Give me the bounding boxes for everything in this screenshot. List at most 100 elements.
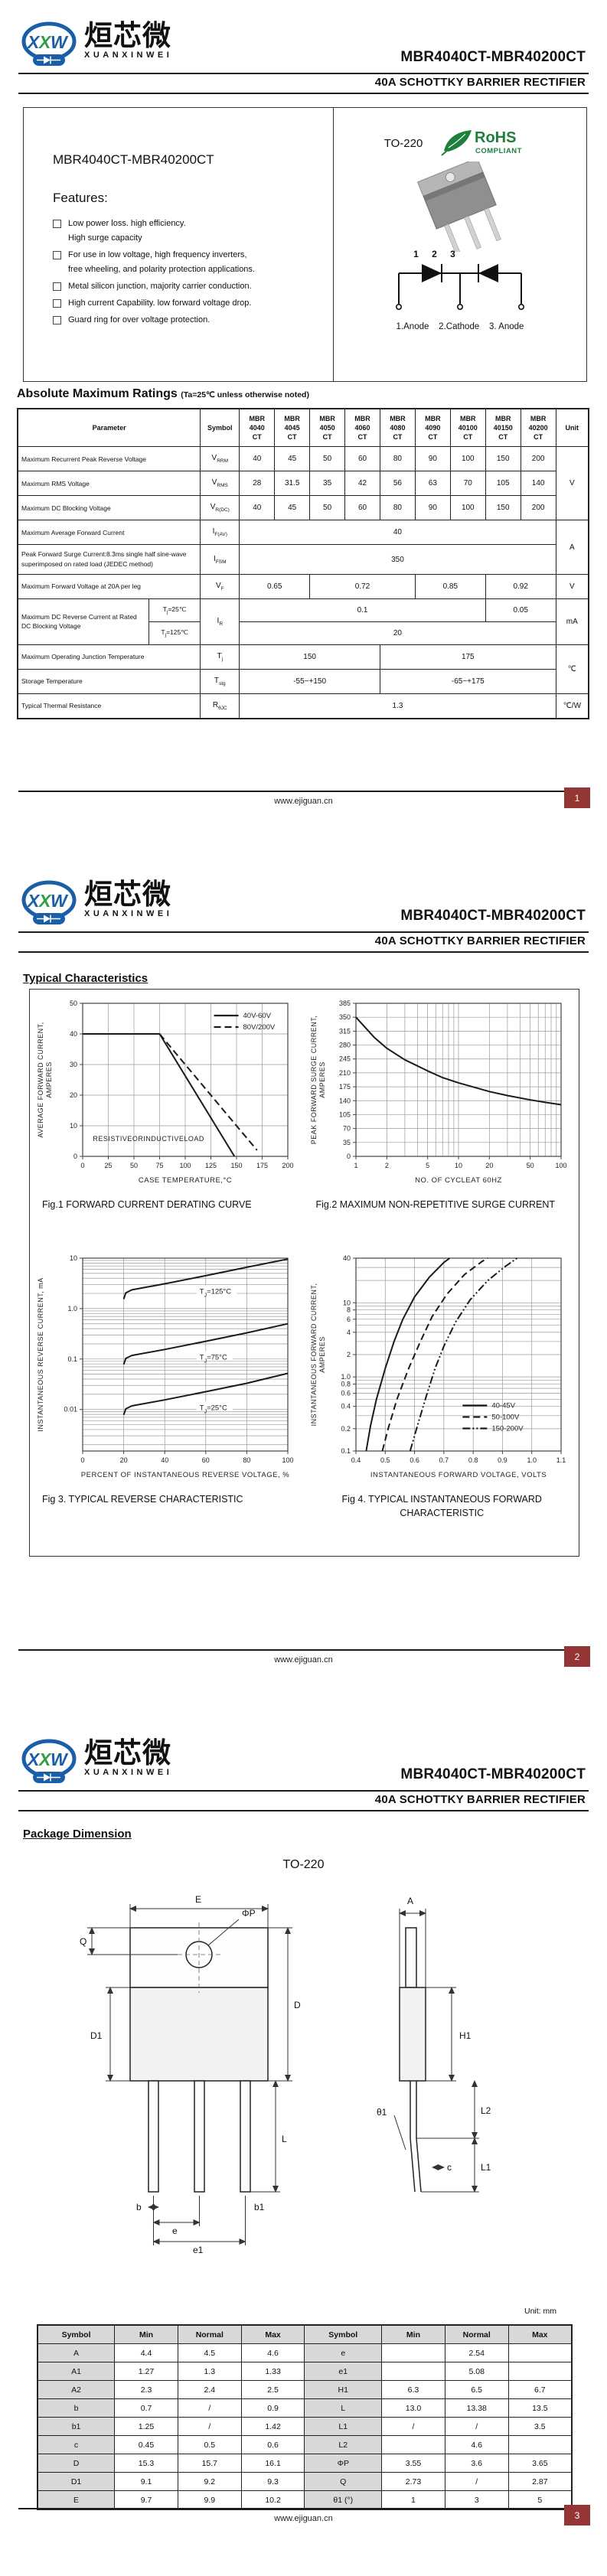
table-cell: / — [381, 2417, 445, 2436]
table-cell: Maximum DC Blocking Voltage — [17, 495, 201, 521]
svg-text:1.0: 1.0 — [67, 1305, 77, 1312]
table-cell: Maximum Average Forward Current — [17, 520, 201, 546]
svg-text:CASE TEMPERATURE,°C: CASE TEMPERATURE,°C — [139, 1176, 232, 1185]
page-3: X X W 烜芯微 XUANXINWEI MBR4040CT-MBR40200C… — [0, 1717, 607, 2576]
header-rule — [18, 1810, 589, 1811]
svg-text:INSTANTANEOUS FORWARD CURRENT,: INSTANTANEOUS FORWARD CURRENT, — [310, 1283, 318, 1427]
product-left-column: MBR4040CT-MBR40200CT Features: Low power… — [24, 108, 334, 381]
table-cell: 1.42 — [240, 2417, 305, 2436]
svg-text:20: 20 — [486, 1162, 494, 1169]
table-row: Typical Thermal Resistance RθJC 1.3 ℃/W — [17, 693, 589, 719]
table-cell — [507, 2343, 573, 2362]
table-cell: 0.9 — [240, 2398, 305, 2418]
table-cell: / — [444, 2417, 509, 2436]
svg-text:200: 200 — [282, 1162, 293, 1169]
footer-url[interactable]: www.ejiguan.cn — [274, 797, 333, 806]
svg-text:AMPERES: AMPERES — [318, 1336, 326, 1373]
svg-text:1.0: 1.0 — [527, 1456, 537, 1464]
svg-text:AMPERES: AMPERES — [45, 1061, 53, 1098]
table-cell: 10.2 — [240, 2490, 305, 2510]
table-cell: Peak Forward Surge Current:8.3ms single … — [17, 544, 201, 575]
table-cell: D1 — [37, 2472, 116, 2491]
page-1: X X W 烜芯微 XUANXINWEI MBR4040CT-MBR40200C… — [0, 0, 607, 859]
svg-text:0.6: 0.6 — [410, 1456, 420, 1464]
table-cell: Q — [304, 2472, 383, 2491]
table-row: Maximum Forward Voltage at 20A per leg VF… — [17, 573, 589, 599]
table-cell — [507, 2435, 573, 2454]
table-cell: c — [37, 2435, 116, 2454]
table-cell: 40 — [239, 495, 276, 521]
svg-text:X: X — [38, 891, 52, 911]
table-cell: / — [444, 2472, 509, 2491]
footer-rule — [18, 791, 589, 792]
table-cell: L — [304, 2398, 383, 2418]
typical-characteristics-heading: Typical Characteristics — [23, 972, 148, 985]
company-logo: X X W 烜芯微 XUANXINWEI — [20, 880, 172, 928]
table-cell: 3.5 — [507, 2417, 573, 2436]
footer-url[interactable]: www.ejiguan.cn — [274, 2514, 333, 2523]
table-cell: 3.55 — [381, 2454, 445, 2473]
table-header-cell: Symbol — [304, 2324, 383, 2344]
table-row: Maximum Operating Junction Temperature Tj… — [17, 644, 589, 694]
svg-text:40V-60V: 40V-60V — [243, 1012, 271, 1020]
product-right-column: TO-220 RoHS COMPLIANT — [334, 108, 586, 381]
table-cell: Maximum Operating Junction Temperature — [17, 644, 201, 670]
dim-label-theta1: θ1 — [377, 2107, 387, 2118]
footer-url[interactable]: www.ejiguan.cn — [274, 1655, 333, 1665]
table-cell: VR(DC) — [200, 495, 240, 521]
svg-text:W: W — [51, 891, 69, 911]
header-rule — [18, 93, 589, 94]
feature-text: High current Capability. low forward vol… — [68, 298, 252, 308]
table-cell: 0.92 — [485, 573, 556, 599]
table-row: A1 1.27 1.3 1.33 e1 5.08 — [37, 2362, 573, 2381]
table-row: b 0.7/0.9 L 13.0 13.38 13.5 — [37, 2398, 573, 2418]
table-row: c 0.45 0.5 0.6 L2 4.6 — [37, 2435, 573, 2454]
svg-text:50: 50 — [527, 1162, 534, 1169]
table-header-cell: Max — [507, 2324, 573, 2344]
table-cell: 56 — [379, 471, 416, 497]
table-header-cell: MBR 40200 CT — [520, 408, 556, 448]
fig3-reverse-chart: 0 20 40 60 80 100 0.01 0.1 1.0 10 PERCENT OF INSTA… — [37, 1254, 294, 1479]
brand-name-english: XUANXINWEI — [84, 909, 173, 918]
table-cell: 9.7 — [114, 2490, 178, 2510]
package-outline-drawing: E ΦP D D1 Q L b e e1 b1 A H1 L2 L1 c θ1 — [80, 1894, 491, 2255]
svg-text:X: X — [26, 1749, 41, 1769]
table-cell: VRMS — [200, 471, 240, 497]
charts-box: 0 25 50 75 100 125 150 175 200 0 10 20 30 40 50 CASE TE… — [29, 989, 579, 1557]
table-cell: 0.5 — [177, 2435, 242, 2454]
table-header-cell: MBR 4050 CT — [309, 408, 346, 448]
company-logo: X X W 烜芯微 XUANXINWEI — [20, 1739, 172, 1786]
svg-text:X: X — [38, 32, 52, 52]
table-cell: 63 — [414, 471, 451, 497]
doc-subtitle: 40A SCHOTTKY BARRIER RECTIFIER — [374, 934, 586, 947]
table-cell: 50 — [309, 495, 346, 521]
svg-text:35: 35 — [343, 1139, 351, 1146]
fig4-forward-chart: 0.4 0.5 0.6 0.7 0.8 0.9 1.0 1.10.10.20.40.60.81… — [310, 1254, 566, 1479]
svg-text:X: X — [26, 32, 41, 52]
svg-text:75: 75 — [155, 1162, 163, 1169]
table-cell — [381, 2343, 445, 2362]
table-cell: Tj — [200, 644, 240, 670]
dim-label-L2: L2 — [481, 2105, 491, 2116]
table-header-cell: Symbol — [37, 2324, 116, 2344]
svg-text:60: 60 — [202, 1456, 210, 1464]
feature-item: For use in low voltage, high frequency i… — [53, 248, 333, 277]
header-rule — [18, 73, 589, 74]
svg-text:TJ=75°C: TJ=75°C — [200, 1353, 227, 1364]
checkbox-icon — [53, 299, 61, 308]
table-row: Maximum DC Blocking Voltage VR(DC) 40 45 50 6… — [17, 495, 589, 521]
table-cell: 1 — [381, 2490, 445, 2510]
table-cell: 0.1 — [239, 598, 486, 622]
table-cell: 13.38 — [444, 2398, 509, 2418]
page-number-badge: 3 — [564, 2505, 590, 2525]
page-number-badge: 1 — [564, 787, 590, 808]
table-cell: Maximum RMS Voltage — [17, 471, 201, 497]
table-cell: 4.4 — [114, 2343, 178, 2362]
table-cell: Typical Thermal Resistance — [17, 693, 201, 719]
table-cell: 15.7 — [177, 2454, 242, 2473]
table-cell — [507, 2362, 573, 2381]
table-cell: 90 — [414, 446, 451, 472]
svg-text:40: 40 — [161, 1456, 168, 1464]
chart-cell-fig3: 0 20 40 60 80 100 0.01 0.1 1.0 10 PERCENT OF INSTA… — [31, 1247, 305, 1556]
